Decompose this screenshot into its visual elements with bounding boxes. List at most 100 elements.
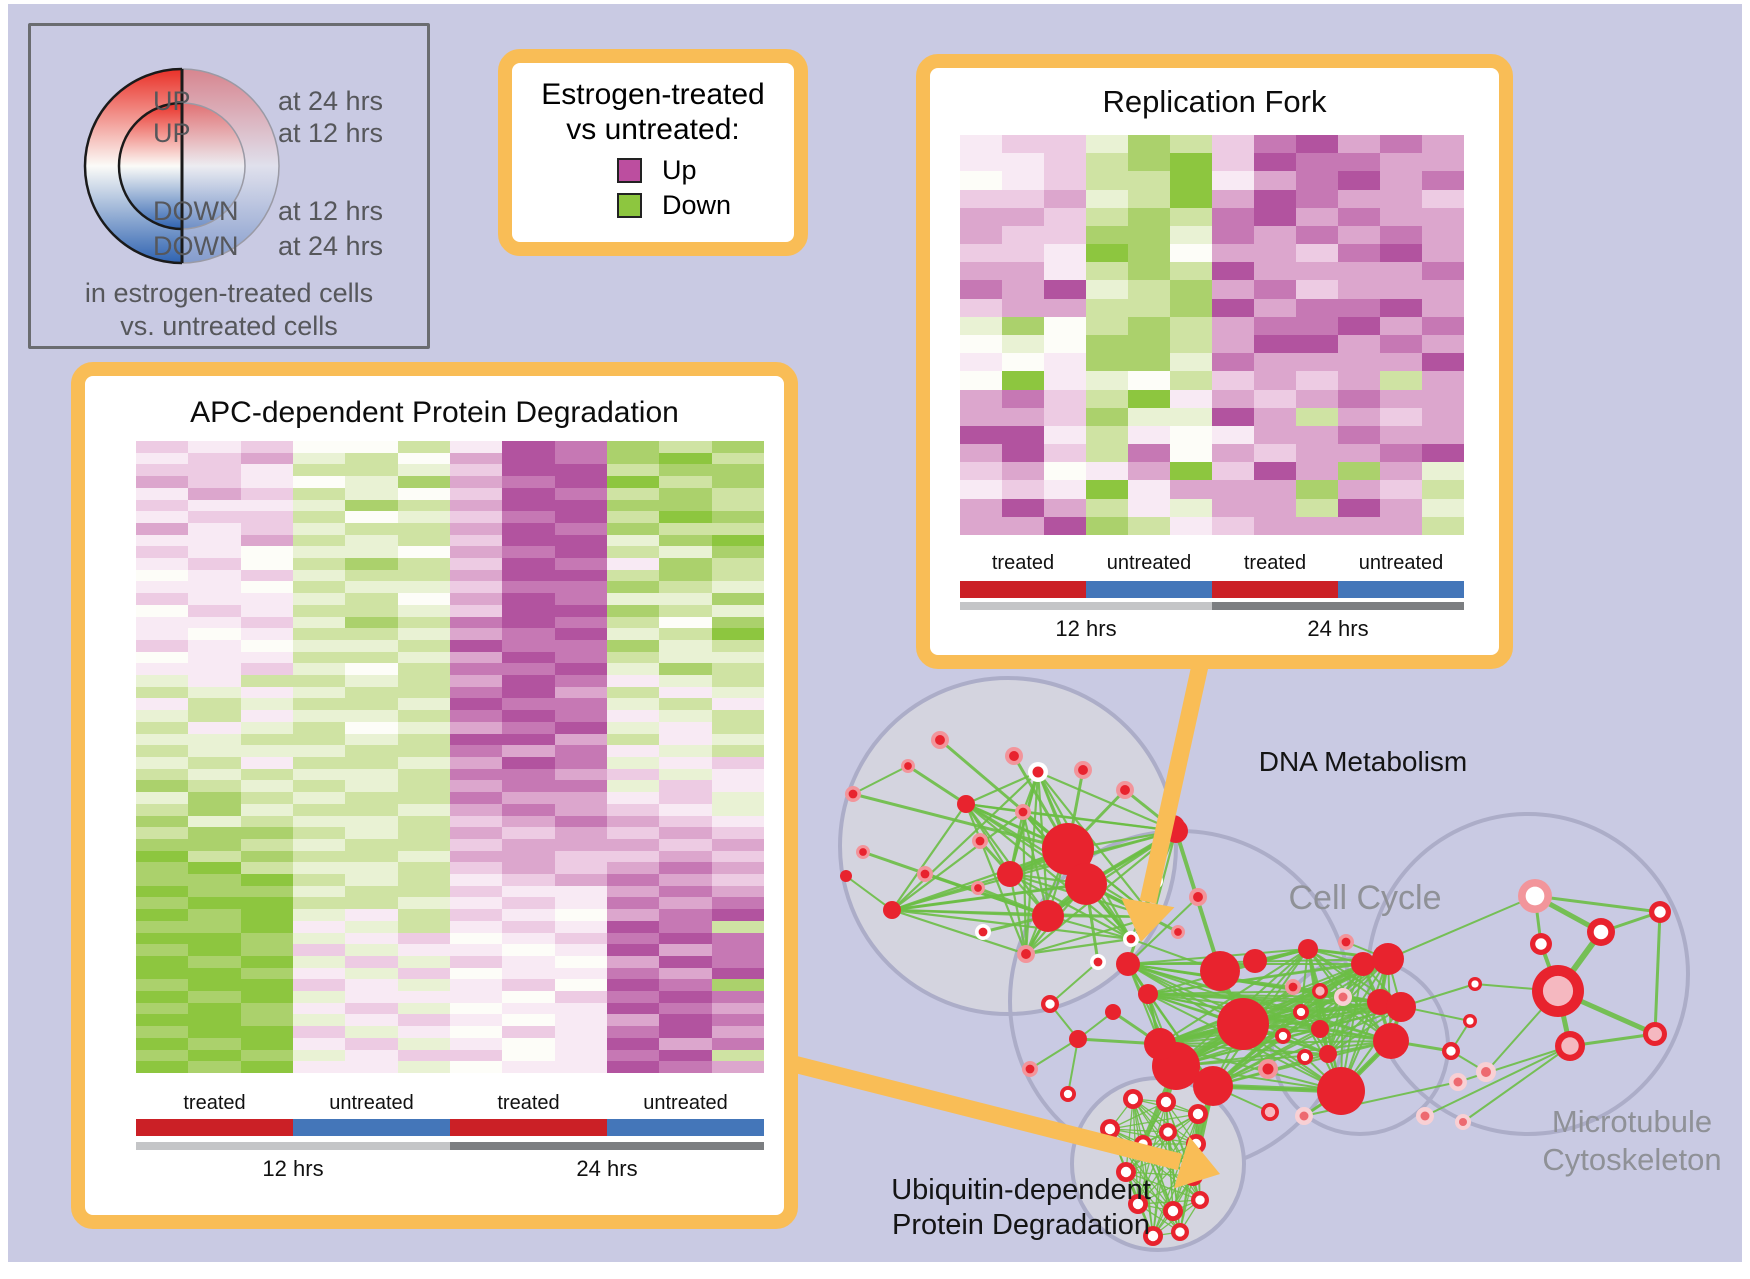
network-node	[1200, 951, 1240, 991]
network-node	[1372, 943, 1404, 975]
key-item-up: Up	[662, 155, 697, 185]
network-node	[1032, 900, 1064, 932]
cluster-label-dna-metabolism: DNA Metabolism	[1258, 746, 1468, 777]
key-title-line1: Estrogen-treated	[541, 78, 765, 111]
network-node	[856, 845, 870, 859]
network-node	[1123, 931, 1139, 947]
network-node	[1116, 952, 1140, 976]
apc-panel-title: APC-dependent Protein Degradation	[190, 396, 679, 429]
apc-group-labels: treated untreated treated untreated	[136, 1092, 764, 1115]
network-node	[1191, 1191, 1209, 1209]
network-node	[1183, 1166, 1203, 1186]
network-node	[1261, 1103, 1279, 1121]
network-edges	[845, 738, 1662, 1237]
rf-condition-bar	[960, 581, 1464, 598]
network-node	[840, 870, 852, 882]
network-node	[1217, 998, 1269, 1050]
network-node	[1373, 1023, 1409, 1059]
network-node	[975, 924, 991, 940]
network-node	[1555, 1031, 1585, 1061]
rf-group-treated-12: treated	[991, 552, 1055, 574]
network-node	[1022, 1061, 1038, 1077]
network-node	[1159, 1123, 1177, 1141]
network-node	[1138, 984, 1158, 1004]
network-node	[1189, 888, 1207, 906]
network-node	[1463, 1014, 1477, 1028]
network-node	[1449, 1073, 1467, 1091]
network-node	[1163, 1201, 1183, 1221]
network-node	[1134, 1135, 1152, 1153]
network-node	[1152, 1042, 1200, 1090]
apc-time-12hrs: 12 hrs	[262, 1156, 324, 1181]
network-node	[1351, 952, 1375, 976]
network-node	[1105, 1004, 1121, 1020]
network-node	[1156, 1092, 1176, 1112]
network-node	[1532, 965, 1584, 1017]
network-node	[1367, 989, 1393, 1015]
network-node	[931, 731, 949, 749]
network-node	[1161, 815, 1185, 839]
network-node	[1015, 804, 1031, 820]
network-node	[1518, 879, 1552, 913]
network-node	[1312, 983, 1328, 999]
network-node	[1319, 1045, 1337, 1063]
network-node	[1074, 761, 1092, 779]
replication-fork-panel-title: Replication Fork	[1102, 84, 1327, 119]
network-node	[1164, 819, 1188, 843]
arrow-head-icon	[1121, 897, 1175, 942]
network-node	[1005, 747, 1023, 765]
apc-group-untreated-12: untreated	[329, 1092, 414, 1114]
network-node	[1171, 1223, 1189, 1241]
network-node	[845, 786, 861, 802]
network-node	[1317, 1067, 1365, 1115]
annotation-arrows	[783, 650, 1220, 1189]
network-node	[1060, 1086, 1076, 1102]
network-node	[971, 881, 985, 895]
cluster-label-ubiquitin-line2: Protein Degradation	[892, 1209, 1150, 1241]
network-node	[1065, 863, 1107, 905]
legend-time: at 24 hrs	[278, 231, 384, 261]
network-node	[1298, 939, 1318, 959]
network-node	[1144, 1028, 1176, 1060]
network-node	[1145, 909, 1161, 925]
rf-group-labels: treated untreated treated untreated	[960, 552, 1464, 575]
network-node	[1258, 1059, 1278, 1079]
network-node	[1295, 1107, 1313, 1125]
network-node	[1334, 988, 1352, 1006]
network-node	[1386, 992, 1416, 1022]
network-node	[1028, 762, 1048, 782]
apc-group-untreated-24: untreated	[643, 1092, 728, 1114]
key-item-down: Down	[662, 190, 732, 220]
cluster-label-microtubule-line2: Cytoskeleton	[1542, 1142, 1722, 1177]
network-node	[1476, 1062, 1496, 1082]
down-color-swatch	[617, 193, 642, 218]
cluster-label-microtubule-line1: Microtubule	[1551, 1104, 1713, 1139]
network-node	[1338, 934, 1354, 950]
network-node	[1311, 1020, 1329, 1038]
network-node	[1041, 995, 1059, 1013]
apc-time-labels: 12 hrs 24 hrs	[136, 1156, 764, 1182]
network-node	[1649, 901, 1671, 923]
network-node	[917, 866, 933, 882]
network-node	[1171, 925, 1185, 939]
network-node	[957, 795, 975, 813]
up-down-ring-legend-icon	[83, 67, 280, 265]
network-node	[1243, 949, 1267, 973]
network-node	[1587, 918, 1615, 946]
estrogen-key-box: Estrogen-treated vs untreated: Up Down	[498, 49, 808, 256]
rf-group-untreated-24: untreated	[1358, 552, 1444, 574]
network-node	[1100, 1119, 1120, 1139]
key-title-line2: vs untreated:	[566, 113, 740, 146]
network-node	[1530, 933, 1552, 955]
legend-direction: DOWN	[153, 196, 239, 226]
network-node	[1293, 1004, 1309, 1020]
legend-time: at 12 hrs	[278, 196, 384, 226]
network-node	[1643, 1022, 1667, 1046]
network-node	[1123, 1089, 1143, 1109]
network-node	[1017, 945, 1035, 963]
color-scale-legend-box: UP at 24 hrs UP at 12 hrs DOWN at 12 hrs…	[28, 23, 430, 349]
network-node	[1285, 979, 1301, 995]
cluster-label-ubiquitin-line1: Ubiquitin-dependent	[891, 1174, 1151, 1206]
network-node	[1042, 823, 1094, 875]
network-node	[1193, 1066, 1233, 1106]
